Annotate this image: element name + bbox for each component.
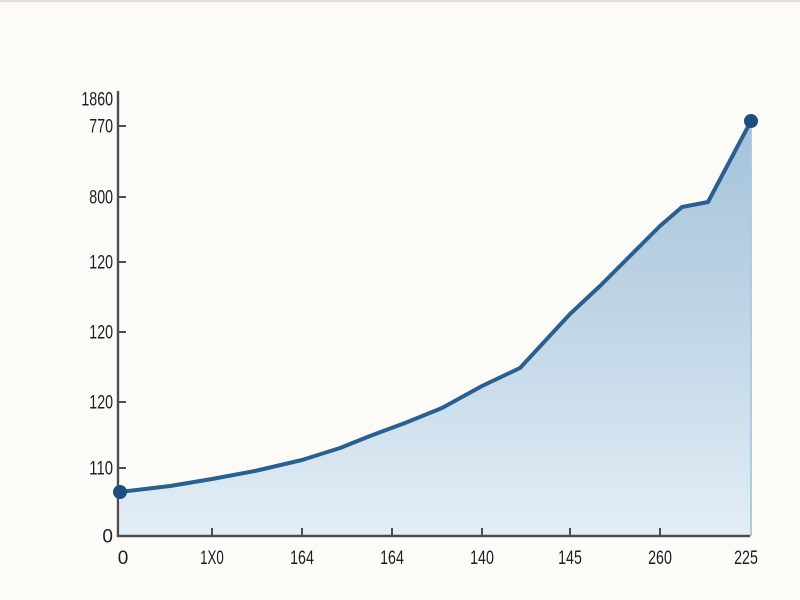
top-edge-artifact [0,0,800,2]
chart-canvas: 1860 770 800 120 120 120 110 00 1X0 164 164 140 145 2… [81,90,758,569]
x-tick-label: 164 [290,548,314,569]
data-point-dot [113,485,127,499]
area-chart: 1860 770 800 120 120 120 110 0 0 1X0 164 164 140 145 2… [40,16,760,584]
series-area-fill [120,121,751,536]
x-tick-label: 0 [118,548,129,569]
y-tick-label: 120 [89,393,113,414]
data-point-dot [744,114,758,128]
x-tick-label: 164 [380,548,404,569]
y-tick-label: 110 [89,459,113,480]
x-tick-label: 140 [470,548,494,569]
x-tick-label: 1X0 [200,548,224,569]
x-tick-label: 225 [734,548,758,569]
y-tick-label: 120 [89,323,113,344]
x-tick-label: 260 [648,548,672,569]
y-tick-label: 1860 [81,90,113,111]
y-tick-label: 0 [102,527,113,548]
y-tick-label: 120 [89,253,113,274]
series-line [118,119,753,494]
x-tick-label: 145 [558,548,582,569]
y-tick-label: 770 [89,117,113,138]
y-tick-label: 800 [89,188,113,209]
